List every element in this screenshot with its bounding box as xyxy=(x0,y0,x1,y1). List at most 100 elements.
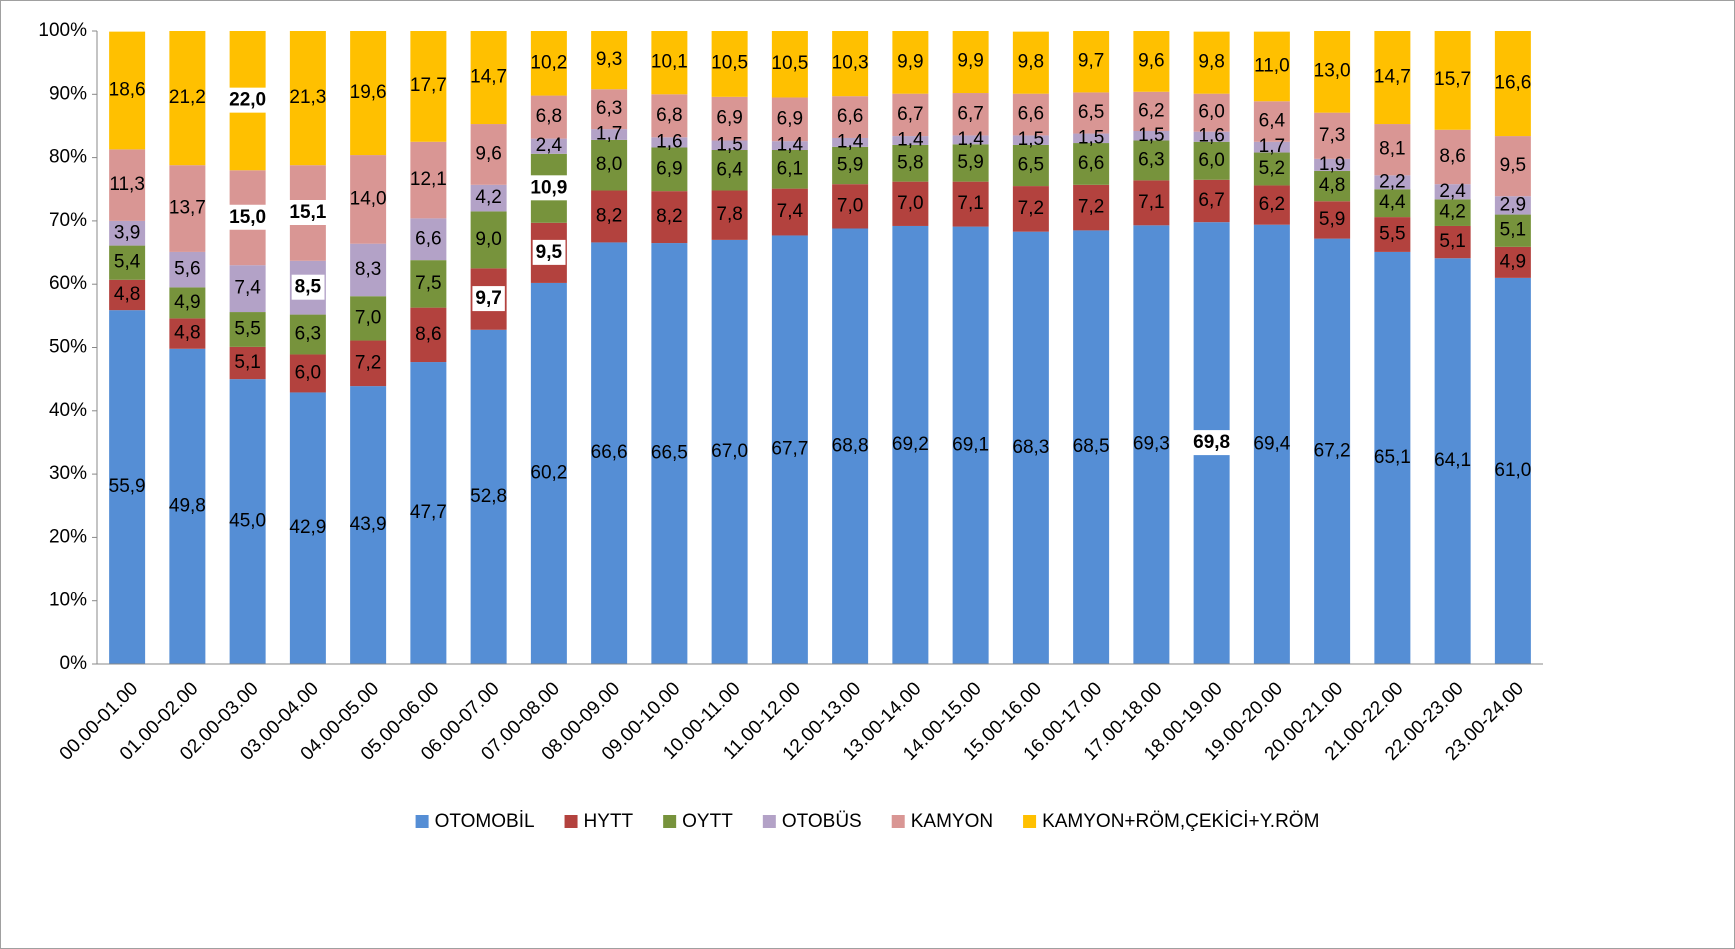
bar-segment xyxy=(651,147,688,192)
bar-segment xyxy=(530,95,567,139)
bar-segment xyxy=(109,220,146,246)
bar-segment xyxy=(651,31,688,95)
bar-segment xyxy=(1073,143,1110,185)
data-label: 10,9 xyxy=(530,177,567,198)
data-label: 55,9 xyxy=(109,476,146,497)
data-label: 49,8 xyxy=(169,495,206,516)
bar-segment xyxy=(591,139,628,191)
data-label: 9,7 xyxy=(475,288,501,309)
bar-segment xyxy=(410,218,447,261)
bar-segment xyxy=(1374,175,1411,190)
data-label: 11,0 xyxy=(1254,55,1290,76)
data-label: 68,5 xyxy=(1073,436,1110,457)
bar-segment xyxy=(1434,184,1471,200)
data-label: 18,6 xyxy=(109,80,146,101)
y-tick-label: 60% xyxy=(49,273,87,294)
bar-segment xyxy=(832,184,869,229)
data-label: 19,6 xyxy=(350,82,387,103)
bar-segment xyxy=(109,310,146,664)
bar-segment xyxy=(109,279,146,311)
bar-segment xyxy=(1133,31,1170,92)
legend-swatch xyxy=(1023,815,1037,828)
data-label: 5,8 xyxy=(897,152,923,173)
bar-segment xyxy=(350,296,387,341)
bar-segment xyxy=(651,94,688,138)
bar-segment xyxy=(952,144,989,182)
bar-segment xyxy=(1133,91,1170,132)
data-label: 6,7 xyxy=(957,103,983,124)
bar-segment xyxy=(1253,185,1290,225)
bar-segment xyxy=(1314,170,1351,202)
data-label: 6,7 xyxy=(897,104,923,125)
bar-segment xyxy=(229,346,266,380)
bar-segment xyxy=(952,31,989,94)
bar-segment xyxy=(711,31,748,97)
data-label: 3,9 xyxy=(114,222,140,243)
data-label: 6,8 xyxy=(656,105,682,126)
data-label: 9,6 xyxy=(475,143,501,164)
data-label: 5,1 xyxy=(1439,231,1465,252)
data-label: 69,4 xyxy=(1253,433,1290,454)
data-label: 6,3 xyxy=(295,324,321,345)
bar-segment xyxy=(1133,225,1170,664)
y-tick-label: 50% xyxy=(49,337,87,358)
y-tick-label: 0% xyxy=(60,653,88,674)
data-label: 6,9 xyxy=(656,158,682,179)
bar-segment xyxy=(832,146,869,185)
bar-segment xyxy=(1193,131,1230,142)
bar-segment xyxy=(350,243,387,297)
bar-segment xyxy=(350,155,387,244)
bar-segment xyxy=(892,144,929,182)
bar-segment xyxy=(1253,152,1290,186)
data-label: 6,8 xyxy=(536,106,562,127)
bar-segment xyxy=(410,362,447,664)
data-label: 7,2 xyxy=(1078,197,1104,218)
data-label: 6,6 xyxy=(837,106,863,127)
bar-segment xyxy=(1073,31,1110,93)
bar-segment xyxy=(1073,230,1110,664)
legend-label: OTOMOBİL xyxy=(435,811,535,832)
bar-segment xyxy=(1374,124,1411,176)
legend-swatch xyxy=(415,815,429,828)
data-label: 8,0 xyxy=(596,154,622,175)
bar-segment xyxy=(410,31,447,142)
data-label: 11,3 xyxy=(109,174,145,195)
data-label: 6,5 xyxy=(1018,155,1044,176)
bar-segment xyxy=(832,137,869,147)
data-label: 9,8 xyxy=(1018,52,1044,73)
data-label: 1,5 xyxy=(1078,127,1104,148)
data-label: 7,2 xyxy=(1018,198,1044,219)
data-label: 7,4 xyxy=(777,201,804,222)
data-label: 6,9 xyxy=(777,108,803,129)
data-label: 1,4 xyxy=(957,129,984,150)
bar-segment xyxy=(952,135,989,145)
data-label: 9,7 xyxy=(1078,51,1104,72)
bar-segment xyxy=(1073,133,1110,144)
bar-segment xyxy=(1193,179,1230,223)
label-background xyxy=(472,286,505,312)
data-label: 61,0 xyxy=(1494,460,1531,481)
bar-segment xyxy=(892,225,929,664)
data-label: 17,7 xyxy=(410,75,447,96)
data-label: 1,7 xyxy=(596,124,622,145)
bar-segment xyxy=(1434,199,1471,226)
data-label: 5,4 xyxy=(114,252,141,273)
bar-segment xyxy=(1494,246,1531,278)
bar-segment xyxy=(410,260,447,308)
y-tick-label: 70% xyxy=(49,210,87,231)
bar-segment xyxy=(1314,201,1351,239)
bar-segment xyxy=(1314,238,1351,664)
data-label: 66,5 xyxy=(651,443,688,464)
data-label: 60,2 xyxy=(530,462,567,483)
bar-segment xyxy=(1253,141,1290,153)
data-label: 64,1 xyxy=(1434,450,1471,471)
bar-segment xyxy=(591,242,628,664)
bar-segment xyxy=(1314,158,1351,171)
data-label: 7,4 xyxy=(234,278,261,299)
bar-segment xyxy=(169,165,206,252)
bar-segment xyxy=(1374,31,1411,125)
y-tick-label: 100% xyxy=(38,20,87,41)
data-label: 67,2 xyxy=(1314,440,1351,461)
legend-label: HYTT xyxy=(584,811,634,832)
bar-segment xyxy=(470,329,507,664)
